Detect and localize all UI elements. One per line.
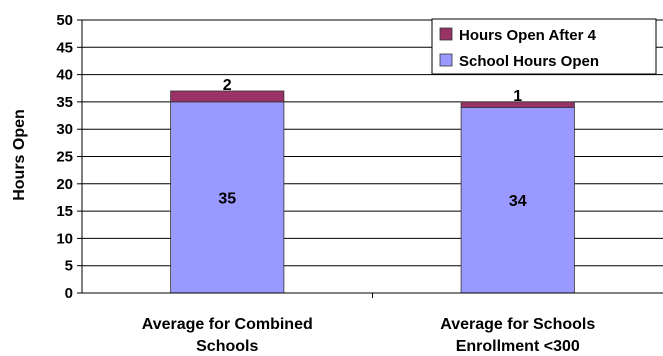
bar-after-4-0 bbox=[170, 90, 285, 103]
legend: Hours Open After 4 School Hours Open bbox=[431, 18, 657, 75]
y-tick-label: 45 bbox=[56, 39, 73, 56]
data-label: 34 bbox=[509, 193, 527, 210]
y-tick-labels: 0 5 10 15 20 25 30 35 40 45 50 bbox=[56, 12, 73, 302]
category-labels: Average for Combined Schools Average for S… bbox=[142, 316, 596, 355]
y-tick-label: 5 bbox=[65, 258, 73, 275]
category-label: Schools bbox=[196, 338, 258, 355]
category-label: Average for Combined bbox=[142, 316, 313, 333]
axes bbox=[77, 19, 663, 298]
category-label: Enrollment <300 bbox=[456, 338, 580, 355]
y-tick-label: 25 bbox=[56, 149, 73, 166]
category-label: Average for Schools bbox=[440, 316, 595, 333]
y-tick-label: 30 bbox=[56, 121, 73, 138]
legend-swatch bbox=[439, 53, 453, 67]
data-labels: 35 2 34 1 bbox=[218, 77, 526, 210]
legend-label: School Hours Open bbox=[459, 53, 599, 70]
y-tick-label: 40 bbox=[56, 67, 73, 84]
y-tick-label: 20 bbox=[56, 176, 73, 193]
legend-box bbox=[431, 18, 657, 75]
y-tick-label: 35 bbox=[56, 94, 73, 111]
y-tick-label: 50 bbox=[56, 12, 73, 29]
y-tick-label: 15 bbox=[56, 203, 73, 220]
data-label: 35 bbox=[218, 190, 236, 207]
y-tick-label: 10 bbox=[56, 230, 73, 247]
y-tick-label: 0 bbox=[65, 285, 73, 302]
y-axis-label: Hours Open bbox=[11, 109, 28, 201]
bar-after-4-1 bbox=[460, 101, 575, 108]
bars bbox=[170, 90, 575, 294]
legend-label: Hours Open After 4 bbox=[459, 27, 597, 44]
legend-swatch bbox=[439, 27, 453, 41]
data-label: 1 bbox=[513, 88, 522, 105]
bar-school-hours-1 bbox=[460, 106, 575, 294]
data-label: 2 bbox=[223, 77, 232, 94]
